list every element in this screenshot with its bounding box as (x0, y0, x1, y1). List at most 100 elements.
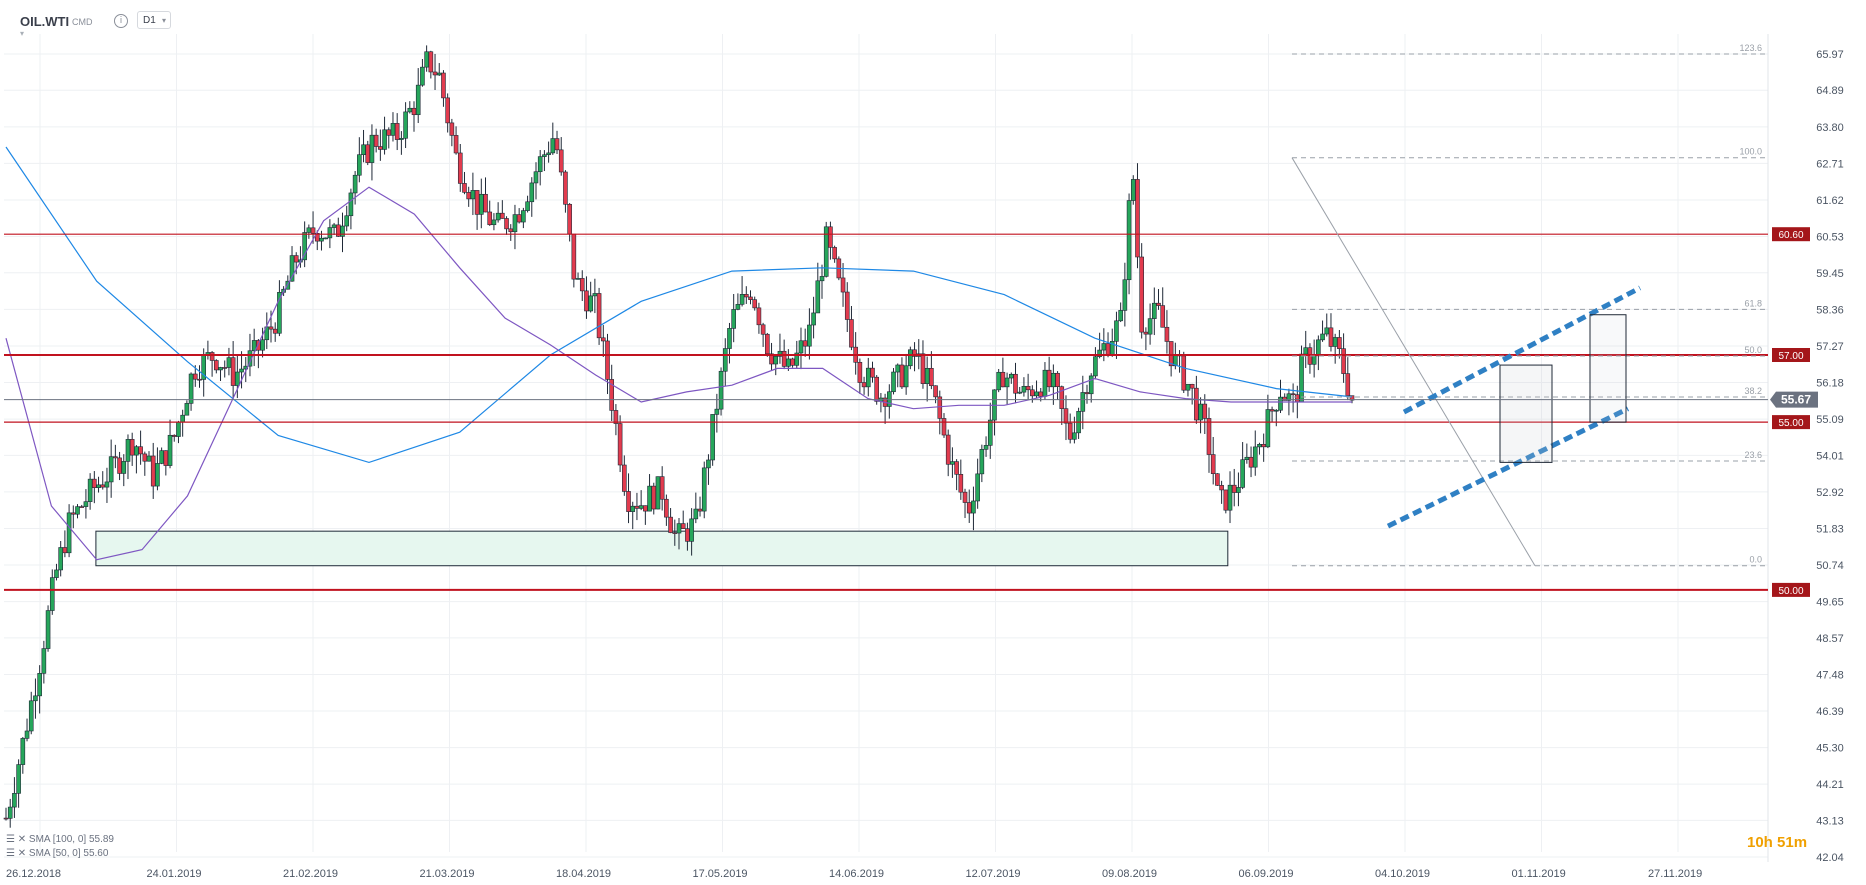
support-zone (95, 530, 1229, 567)
candle-up (1236, 487, 1241, 493)
fib-level-label: 38.2 (1744, 386, 1762, 396)
candle-up (975, 473, 980, 502)
candle-down (563, 171, 568, 205)
candle-up (655, 476, 661, 510)
candle-down (457, 152, 463, 184)
candle-down (567, 203, 572, 235)
candle-up (529, 182, 535, 203)
candle-up (979, 449, 985, 475)
candle-up (891, 371, 896, 393)
candle-up (1185, 383, 1191, 391)
level-price-tag (1772, 415, 1810, 430)
candle-down (1164, 326, 1170, 342)
candle-up (1122, 279, 1128, 311)
candle-up (382, 129, 387, 150)
collapse-chevron-icon[interactable]: ▾ (20, 29, 25, 38)
candle-up (1198, 403, 1203, 421)
candle-down (680, 523, 686, 529)
candle-up (340, 225, 345, 237)
candle-up (794, 352, 800, 366)
candle-up (1278, 396, 1283, 411)
candle-down (445, 97, 450, 124)
candles (3, 45, 1355, 828)
y-tick-label: 47.48 (1816, 669, 1844, 681)
info-icon[interactable]: i (114, 14, 128, 28)
candle-up (1101, 343, 1107, 351)
timeframe-select[interactable]: D1 ▾ (137, 11, 171, 29)
y-tick-label: 57.27 (1816, 341, 1844, 353)
indicator-legend-sma100[interactable]: ☰ ✕ SMA [100, 0] 55.89 (6, 834, 114, 845)
candle-down (828, 226, 833, 248)
candle-up (125, 439, 131, 462)
candle-down (937, 396, 943, 419)
candle-down (466, 192, 471, 200)
candle-up (924, 368, 930, 384)
indicator-legend-sma50[interactable]: ☰ ✕ SMA [50, 0] 55.60 (6, 848, 108, 859)
candle-up (352, 174, 358, 194)
candle-down (844, 291, 850, 320)
candle-up (331, 224, 337, 228)
fib-trend-line (1291, 157, 1536, 566)
candle-down (743, 294, 749, 298)
candle-down (516, 214, 522, 223)
y-tick-label: 43.13 (1816, 815, 1844, 827)
candle-down (664, 498, 669, 518)
candle-down (1013, 373, 1018, 394)
candle-down (626, 491, 631, 512)
candle-down (1269, 409, 1275, 412)
fib-level-label: 0.0 (1749, 555, 1762, 565)
candle-down (605, 340, 610, 380)
candle-up (306, 227, 312, 233)
candle-up (1240, 459, 1245, 488)
sma-50-line (5, 186, 1352, 561)
indicator-settings-icon[interactable]: ☰ ✕ (6, 834, 27, 845)
x-tick-label: 24.01.2019 (147, 868, 202, 880)
candle-up (1227, 484, 1233, 511)
candle-down (760, 324, 766, 335)
candle-up (87, 478, 93, 502)
candle-up (798, 340, 804, 354)
candle-up (302, 232, 307, 261)
candle-down (781, 350, 787, 367)
y-tick-label: 44.21 (1816, 779, 1844, 791)
candle-up (323, 237, 328, 240)
candle-down (1181, 355, 1187, 391)
candle-down (765, 333, 770, 355)
channel-upper-line (1402, 285, 1642, 415)
candle-down (584, 290, 589, 312)
candle-down (1143, 331, 1149, 335)
candle-up (1008, 373, 1014, 379)
candle-down (962, 491, 968, 503)
candle-down (1248, 456, 1254, 468)
candle-up (542, 154, 547, 157)
symbol-label[interactable]: OIL.WTI (20, 14, 70, 29)
candle-down (668, 516, 673, 533)
x-tick-label: 18.04.2019 (556, 868, 611, 880)
candle-up (1320, 333, 1325, 341)
candle-up (188, 373, 194, 404)
candle-down (1105, 343, 1111, 355)
candle-up (104, 481, 110, 488)
chevron-down-icon: ▾ (161, 16, 166, 25)
candle-up (575, 278, 581, 280)
candle-up (479, 193, 484, 215)
candle-up (357, 154, 362, 176)
candle-up (41, 648, 47, 674)
candle-down (832, 247, 837, 260)
candle-up (718, 370, 724, 410)
fib-level-label: 100.0 (1739, 147, 1762, 157)
candle-down (954, 461, 959, 475)
indicator-settings-icon[interactable]: ☰ ✕ (6, 848, 27, 859)
candle-up (1017, 391, 1023, 394)
y-tick-label: 42.04 (1816, 852, 1844, 864)
candle-down (314, 233, 320, 242)
candle-up (495, 212, 501, 221)
candle-up (714, 408, 720, 415)
x-tick-label: 14.06.2019 (829, 868, 884, 880)
candle-up (706, 459, 711, 469)
candle-up (134, 446, 139, 456)
indicator-label: SMA [50, 0] (28, 848, 81, 859)
x-tick-label: 21.03.2019 (420, 868, 475, 880)
candle-down (1189, 383, 1195, 389)
